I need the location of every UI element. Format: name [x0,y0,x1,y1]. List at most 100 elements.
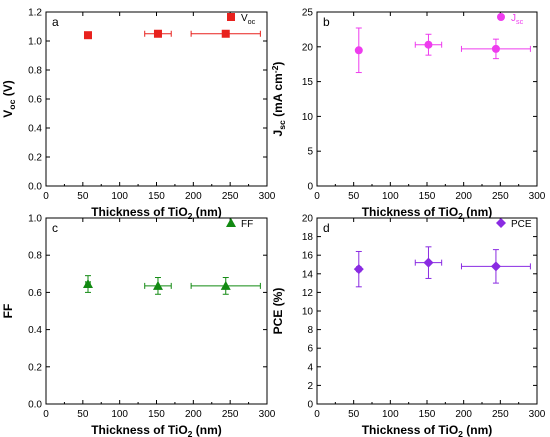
data-point [354,27,363,74]
x-tick-label: 150 [419,409,436,420]
x-tick-label: 300 [259,191,276,202]
data-marker [82,279,93,289]
legend-marker [227,13,235,21]
data-marker [152,280,163,290]
x-tick-label: 150 [419,191,436,202]
x-tick-label: 50 [77,191,89,202]
legend: Jsc [497,13,524,26]
x-tick-label: 100 [382,409,399,420]
data-point [414,246,443,279]
x-tick-label: 300 [529,409,546,420]
y-tick-label: 14 [302,269,314,280]
x-tick-label: 150 [148,191,165,202]
data-marker [83,31,92,40]
data-marker [353,264,364,275]
y-tick-label: 2 [307,381,313,392]
plot-frame [45,217,268,405]
chart-panel-b: 0 50 100 150 200 250 300 0 5 10 15 20 25 Thickness of… [270,8,546,222]
data-point [460,38,531,60]
y-tick-label: 0 [307,182,313,193]
data-marker [490,261,501,272]
y-tick-label: 25 [302,8,314,19]
x-tick-label: 100 [382,191,399,202]
y-tick-label: 10 [302,112,314,123]
panel-letter: c [52,221,58,235]
x-tick-label: 100 [111,191,128,202]
data-point [353,250,364,288]
chart-panel-a: 0 50 100 150 200 250 300 0.0 0.2 0.4 0.6 0.8 1.0 1.2 T… [1,8,276,222]
y-tick-label: 1.2 [28,8,42,19]
x-tick-label: 0 [43,191,49,202]
data-marker [221,29,230,38]
data-point [414,33,443,56]
y-tick-label: 0.4 [28,124,42,135]
data-marker [424,40,433,49]
x-tick-label: 200 [455,191,472,202]
y-tick-label: 1.0 [28,37,42,48]
legend: PCE [496,218,532,230]
y-tick-label: 18 [302,232,314,243]
x-tick-label: 300 [529,191,546,202]
panel-letter: a [52,15,59,29]
y-tick-label: 10 [302,307,314,318]
y-tick-label: 0.6 [28,288,42,299]
data-point [460,249,531,284]
legend: FF [226,218,253,230]
x-tick-label: 0 [314,191,320,202]
x-tick-label: 50 [348,191,360,202]
plot-frame [316,217,538,405]
data-marker [153,29,162,38]
x-axis-label: Thickness of TiO2 (nm) [91,205,222,221]
x-tick-label: 50 [77,409,89,420]
legend-marker [226,218,236,227]
x-tick-label: 150 [148,409,165,420]
y-tick-label: 16 [302,251,314,262]
data-marker [220,280,231,290]
x-tick-label: 50 [348,409,360,420]
y-axis-label: Jsc (mA cm-2) [270,62,287,137]
y-tick-label: 0 [307,400,313,411]
chart-panel-d: 0 50 100 150 200 250 300 0 2 4 6 8 10 12 14 16 18 20 Thick… [271,214,546,437]
y-tick-label: 20 [302,214,314,225]
data-point [190,29,261,38]
x-tick-label: 250 [492,191,509,202]
y-tick-label: 0.2 [28,153,42,164]
data-point [190,277,261,295]
y-tick-label: 15 [302,77,314,88]
panel-letter: d [323,221,330,235]
x-tick-label: 250 [222,409,239,420]
legend: Voc [227,13,256,26]
y-tick-label: 0.8 [28,66,42,77]
x-tick-label: 200 [185,191,202,202]
legend-label: Jsc [511,13,524,26]
y-tick-label: 0.0 [28,400,42,411]
y-tick-label: 12 [302,288,314,299]
x-tick-label: 0 [43,409,49,420]
data-point [144,29,172,38]
y-tick-label: 5 [307,147,313,158]
x-tick-label: 200 [455,409,472,420]
y-axis-label: PCE (%) [271,288,285,335]
y-tick-label: 8 [307,325,313,336]
y-tick-label: 0.2 [28,362,42,373]
y-tick-label: 0.8 [28,251,42,262]
x-axis-label: Thickness of TiO2 (nm) [91,423,222,437]
legend-label: Voc [241,13,256,26]
data-point [83,31,92,40]
data-point [144,277,172,295]
x-tick-label: 0 [314,409,320,420]
x-axis-label: Thickness of TiO2 (nm) [362,423,493,437]
y-tick-label: 0.4 [28,325,42,336]
legend-marker [496,218,506,228]
x-axis-label: Thickness of TiO2 (nm) [362,205,493,221]
legend-marker [497,13,505,21]
x-tick-label: 250 [222,191,239,202]
y-tick-label: 4 [307,362,313,373]
x-tick-label: 100 [111,409,128,420]
y-axis-label: Voc (V) [1,80,17,117]
plot-frame [316,11,538,187]
data-marker [491,44,500,53]
y-tick-label: 6 [307,344,313,355]
plot-frame [45,11,268,187]
